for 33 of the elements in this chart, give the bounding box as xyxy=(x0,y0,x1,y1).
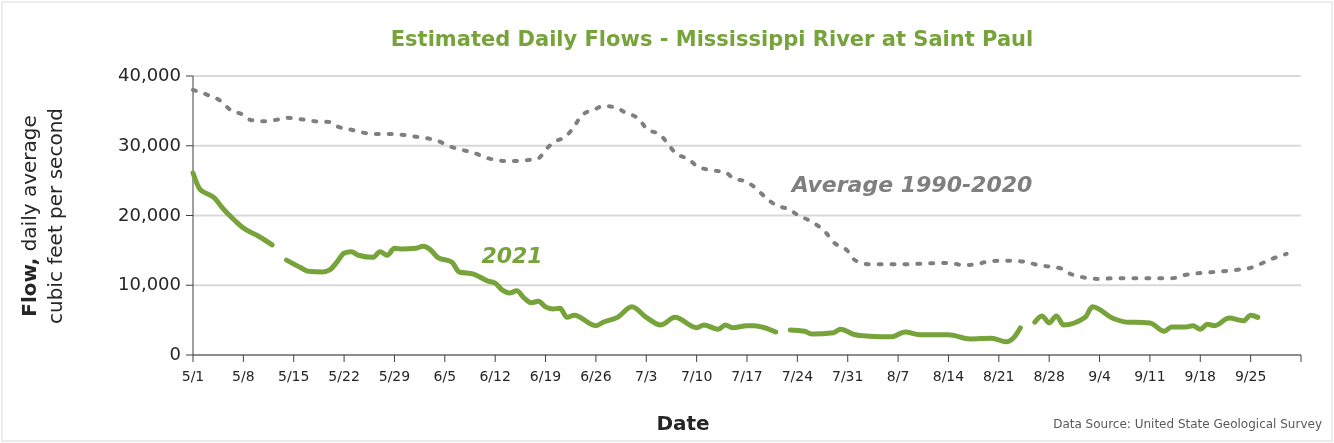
y-tick-label: 0 xyxy=(169,343,181,364)
x-tick-label: 6/19 xyxy=(529,368,562,384)
series-label: Average 1990-2020 xyxy=(789,172,1033,197)
x-tick-label: 7/3 xyxy=(635,368,658,384)
source-note: Data Source: United State Geological Survey xyxy=(1053,417,1322,431)
x-tick-label: 8/14 xyxy=(932,368,965,384)
x-tick-label: 6/26 xyxy=(580,368,612,384)
chart-title: Estimated Daily Flows - Mississippi River at Saint Paul xyxy=(390,27,1034,51)
x-tick-label: 8/7 xyxy=(886,368,910,384)
x-tick-label: 5/22 xyxy=(328,368,360,384)
x-tick-label: 5/1 xyxy=(181,368,205,384)
x-tick-label: 8/28 xyxy=(1033,368,1065,384)
y-tick-label: 20,000 xyxy=(118,203,181,225)
x-tick-label: 7/10 xyxy=(680,368,713,384)
series-label: 2021 xyxy=(481,243,543,268)
x-tick-label: 9/25 xyxy=(1234,368,1267,384)
line-series xyxy=(191,87,1289,281)
y-tick-label: 10,000 xyxy=(118,273,181,295)
x-axis-title: Date xyxy=(656,410,710,435)
x-tick-label: 9/4 xyxy=(1088,368,1111,384)
x-tick-label: 7/31 xyxy=(832,368,864,384)
x-tick-label: 5/15 xyxy=(278,368,310,384)
x-tick-label: 9/18 xyxy=(1184,368,1216,384)
x-tick-label: 7/17 xyxy=(731,368,763,384)
x-tick-label: 9/11 xyxy=(1134,368,1166,384)
x-tick-label: 6/12 xyxy=(479,368,511,384)
y-tick-label: 30,000 xyxy=(118,133,181,155)
x-tick-label: 5/8 xyxy=(232,368,255,384)
x-tick-label: 6/5 xyxy=(433,368,457,384)
y-tick-label: 40,000 xyxy=(118,64,181,85)
x-tick-label: 5/29 xyxy=(378,368,411,384)
x-tick-label: 8/21 xyxy=(983,368,1015,384)
x-tick-label: 7/24 xyxy=(781,368,814,384)
